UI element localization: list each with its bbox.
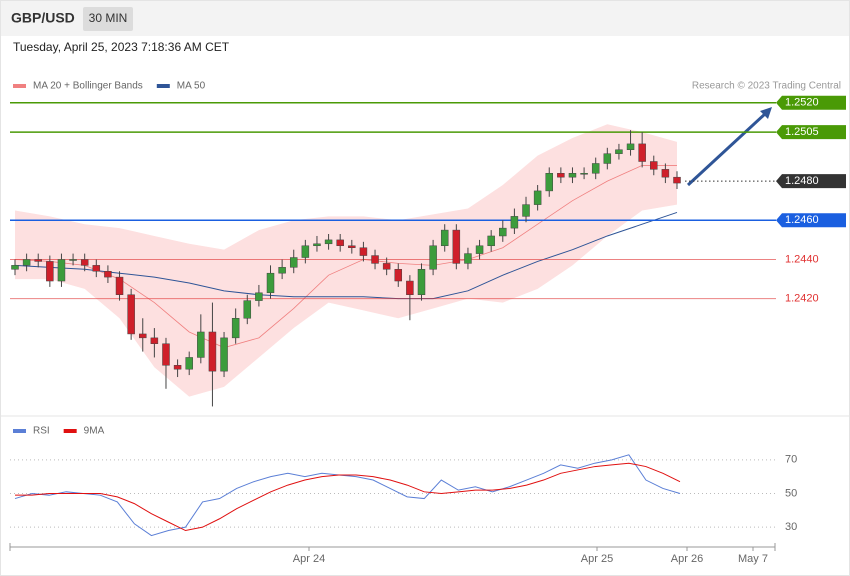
candle-body <box>80 259 89 266</box>
legend-swatch <box>13 429 26 433</box>
symbol: GBP/USD <box>11 10 75 26</box>
projection-arrow <box>686 111 768 187</box>
level-box <box>776 95 846 110</box>
candle-body <box>243 300 252 319</box>
candle-body <box>464 253 472 264</box>
candle-body <box>429 245 437 270</box>
candle-body <box>638 143 646 162</box>
candle-body <box>487 235 495 247</box>
level-label: 1.2480 <box>785 175 819 187</box>
candle-body <box>173 365 182 370</box>
candle-body <box>394 269 403 282</box>
candle-body <box>11 265 19 270</box>
candle-body <box>289 257 298 268</box>
level-label: 1.2420 <box>785 293 819 305</box>
candle-body <box>162 343 170 366</box>
candle-body <box>185 357 193 370</box>
candle-body <box>197 331 205 358</box>
level-label: 1.2460 <box>785 214 819 226</box>
legend-swatch <box>63 429 77 433</box>
candle-body <box>603 153 612 164</box>
candle-body <box>440 229 449 247</box>
timeframe-pill <box>83 7 133 31</box>
level-box <box>776 213 846 228</box>
rsi-tick-label: 50 <box>785 487 797 499</box>
legend-label: RSI <box>33 426 50 437</box>
rsi-line <box>15 462 681 532</box>
legend-label: MA 20 + Bollinger Bands <box>33 81 143 92</box>
candle-body <box>92 265 101 272</box>
credit: Research © 2023 Trading Central <box>692 81 841 92</box>
ma50-line <box>14 211 678 300</box>
level-label: 1.2440 <box>785 253 819 265</box>
candle-body <box>231 318 240 339</box>
candle-body <box>475 245 484 254</box>
candle-body <box>510 216 519 229</box>
candle-body <box>568 173 577 178</box>
ma20-line <box>14 165 677 349</box>
candle-body <box>522 204 530 217</box>
candle-body <box>22 259 31 266</box>
candle-body <box>557 173 565 178</box>
candle-body <box>673 176 681 184</box>
candle-body <box>382 263 391 270</box>
candle-body <box>139 333 147 339</box>
candle-body <box>278 267 286 274</box>
level-label: 1.2520 <box>785 97 819 109</box>
header-bar <box>1 1 849 36</box>
candle-body <box>57 259 66 282</box>
legend-label: 9MA <box>84 426 105 437</box>
candle-body <box>34 259 42 262</box>
candle-body <box>580 173 588 175</box>
x-tick-label: May 7 <box>738 553 768 565</box>
rsi-tick-label: 70 <box>785 454 797 466</box>
candle-body <box>46 261 54 282</box>
candle-body <box>313 243 321 247</box>
x-tick-label: Apr 24 <box>293 553 325 565</box>
candle-body <box>452 229 461 264</box>
x-tick-label: Apr 25 <box>581 553 613 565</box>
candle-body <box>406 280 414 295</box>
candle-body <box>615 149 623 154</box>
candle-body <box>336 239 344 247</box>
candle-body <box>115 276 124 295</box>
legend-swatch <box>13 84 26 88</box>
candle-body <box>220 337 228 372</box>
candle-body <box>69 259 77 261</box>
candle-body <box>417 269 426 295</box>
rsi-line <box>14 454 681 537</box>
projection-arrowhead <box>760 107 772 119</box>
candle-body <box>371 255 379 264</box>
candle-body <box>359 247 368 256</box>
candle-body <box>127 294 135 335</box>
candle-body <box>626 143 635 151</box>
candle-body <box>324 239 333 245</box>
candle-body <box>591 163 600 174</box>
candle-body <box>499 227 507 237</box>
legend-label: MA 50 <box>177 81 206 92</box>
candle-body <box>150 337 159 344</box>
timeframe: 30 MIN <box>89 11 128 25</box>
candle-body <box>533 190 542 205</box>
bollinger-band <box>15 124 677 397</box>
candle-body <box>545 173 553 192</box>
timestamp: Tuesday, April 25, 2023 7:18:36 AM CET <box>13 40 230 54</box>
level-box <box>776 125 846 140</box>
legend-swatch <box>156 84 170 88</box>
candle-body <box>266 272 275 294</box>
candle-body <box>348 245 356 248</box>
candle-body <box>104 270 112 278</box>
candle-body <box>650 161 658 170</box>
level-box <box>776 174 846 189</box>
candle-body <box>255 292 263 301</box>
x-tick-label: Apr 26 <box>671 553 703 565</box>
candle-body <box>301 245 310 258</box>
candle-body <box>208 331 217 372</box>
level-label: 1.2505 <box>785 126 819 138</box>
rsi-tick-label: 30 <box>785 521 797 533</box>
candle-body <box>661 169 670 178</box>
